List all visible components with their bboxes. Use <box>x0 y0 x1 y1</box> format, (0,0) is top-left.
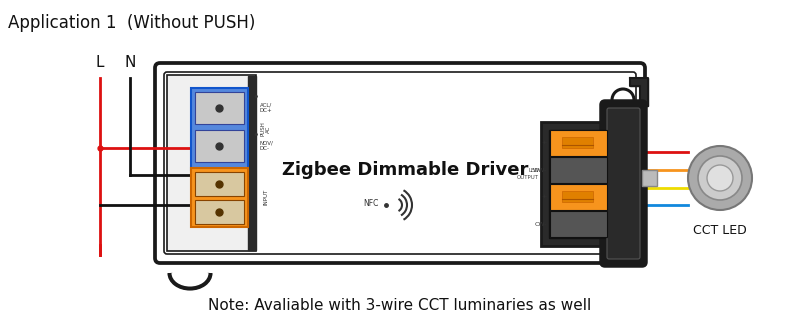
Text: +: + <box>542 141 547 146</box>
FancyBboxPatch shape <box>550 184 607 210</box>
Circle shape <box>707 165 733 191</box>
FancyBboxPatch shape <box>195 130 244 162</box>
Text: NFC: NFC <box>364 198 379 208</box>
Text: PUSH
AC: PUSH AC <box>261 122 271 136</box>
FancyBboxPatch shape <box>607 108 640 259</box>
FancyBboxPatch shape <box>550 130 607 156</box>
FancyBboxPatch shape <box>155 63 645 263</box>
Text: Zigbee Dimmable Driver: Zigbee Dimmable Driver <box>282 161 528 179</box>
Text: WW-: WW- <box>533 167 547 173</box>
Text: ACL/
DC+: ACL/ DC+ <box>260 103 273 113</box>
FancyBboxPatch shape <box>601 101 646 266</box>
FancyBboxPatch shape <box>550 157 607 183</box>
FancyBboxPatch shape <box>562 137 594 148</box>
Text: N: N <box>124 55 136 70</box>
FancyBboxPatch shape <box>642 170 657 186</box>
Text: CW-: CW- <box>534 221 547 227</box>
Text: •: • <box>252 92 258 102</box>
Text: Application 1  (Without PUSH): Application 1 (Without PUSH) <box>8 14 255 32</box>
FancyBboxPatch shape <box>541 122 616 246</box>
FancyBboxPatch shape <box>195 92 244 124</box>
Text: L: L <box>96 55 104 70</box>
FancyBboxPatch shape <box>195 200 244 224</box>
Text: CCT LED: CCT LED <box>693 224 747 237</box>
Text: +: + <box>542 195 547 199</box>
Polygon shape <box>630 78 648 106</box>
FancyBboxPatch shape <box>164 72 636 254</box>
FancyBboxPatch shape <box>191 168 248 227</box>
Text: NOV/
DC-: NOV/ DC- <box>260 141 274 151</box>
Text: INPUT: INPUT <box>263 189 269 205</box>
Text: •: • <box>252 130 258 140</box>
FancyBboxPatch shape <box>550 211 607 237</box>
FancyBboxPatch shape <box>562 191 594 202</box>
FancyBboxPatch shape <box>549 130 608 238</box>
Circle shape <box>698 156 742 200</box>
Circle shape <box>688 146 752 210</box>
Text: Note: Avaliable with 3-wire CCT luminaries as well: Note: Avaliable with 3-wire CCT luminari… <box>208 298 592 313</box>
FancyBboxPatch shape <box>195 172 244 196</box>
Polygon shape <box>248 76 256 250</box>
FancyBboxPatch shape <box>191 88 248 170</box>
Text: LED
OUTPUT: LED OUTPUT <box>517 168 539 180</box>
FancyBboxPatch shape <box>167 75 256 251</box>
